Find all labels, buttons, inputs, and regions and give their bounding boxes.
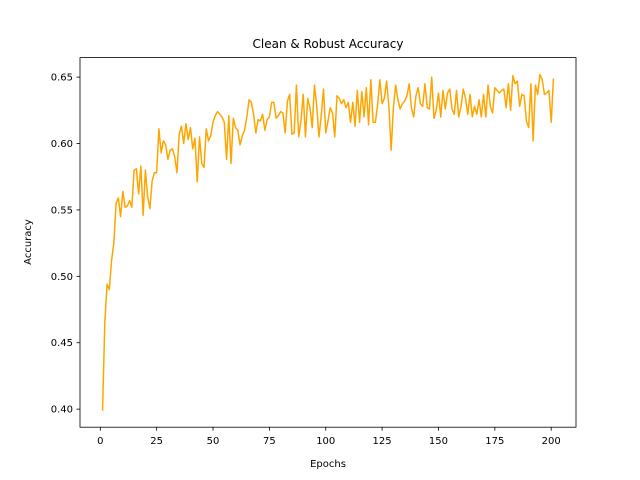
x-tick-label: 125 — [373, 436, 392, 447]
data-line — [101, 73, 555, 411]
y-tick-label: 0.50 — [51, 272, 73, 283]
plot-frame — [79, 57, 577, 428]
y-tick-label: 0.55 — [51, 205, 73, 216]
x-tick-label: 25 — [150, 436, 163, 447]
y-tick-label: 0.65 — [51, 73, 73, 84]
x-tick-label: 75 — [263, 436, 276, 447]
x-tick-label: 0 — [97, 436, 103, 447]
chart-title: Clean & Robust Accuracy — [253, 37, 404, 51]
x-tick-label: 100 — [316, 436, 335, 447]
y-tick-label: 0.60 — [51, 139, 73, 150]
x-tick-label: 175 — [485, 436, 504, 447]
y-tick-label: 0.45 — [51, 338, 73, 349]
x-tick-label: 50 — [207, 436, 220, 447]
x-tick-label: 200 — [542, 436, 561, 447]
x-tick-label: 150 — [429, 436, 448, 447]
y-tick-label: 0.40 — [51, 405, 73, 416]
y-axis-label: Accuracy — [23, 219, 34, 265]
x-axis-label: Epochs — [310, 459, 346, 470]
